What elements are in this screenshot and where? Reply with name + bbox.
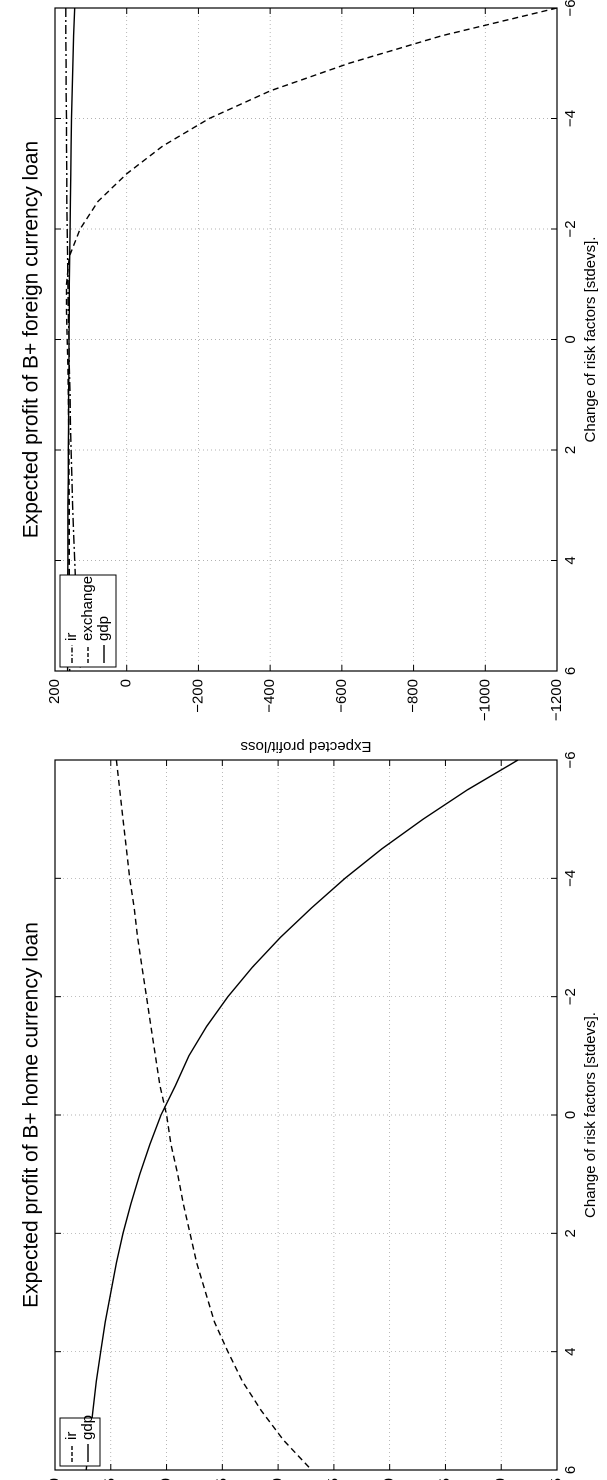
x-axis-label: Change of risk factors [stdevs]. xyxy=(582,237,599,443)
legend-label-exchange: exchange xyxy=(79,576,96,641)
y-tick-label: 145 xyxy=(325,1478,342,1480)
x-tick-label: −4 xyxy=(562,870,579,887)
x-tick-label: 2 xyxy=(562,446,579,454)
x-tick-label: 0 xyxy=(562,1111,579,1119)
y-tick-label: 140 xyxy=(381,1478,398,1480)
y-tick-label: 150 xyxy=(269,1478,286,1480)
x-tick-label: 4 xyxy=(562,556,579,564)
series-line-ir xyxy=(115,759,313,1471)
chart-title: Expected profit of B+ foreign currency l… xyxy=(20,141,43,538)
legend-box xyxy=(59,574,117,668)
x-tick-label: 0 xyxy=(562,335,579,343)
x-tick-label: −6 xyxy=(562,0,579,17)
y-tick-label: 160 xyxy=(158,1478,175,1480)
x-tick-label: −2 xyxy=(562,220,579,237)
chart-foreign: −6 −4 −2 0 2 4 6 −1200 −1000 −800 −600 −400 −200 0 200… xyxy=(20,0,599,755)
y-tick-label: −200 xyxy=(189,679,206,713)
x-tick-label: 2 xyxy=(562,1229,579,1237)
series-line-exchange xyxy=(65,7,558,671)
series-line-ir xyxy=(65,8,82,672)
legend-label-ir: ir xyxy=(63,1432,80,1440)
x-tick-label: 6 xyxy=(562,1466,579,1474)
x-tick-label: −6 xyxy=(562,751,579,768)
plot-frame xyxy=(54,759,558,1471)
y-tick-label: 135 xyxy=(436,1478,453,1480)
series-line-gdp xyxy=(85,759,519,1471)
legend-label-gdp: gdp xyxy=(95,616,112,641)
y-tick-label: −800 xyxy=(405,679,422,713)
y-tick-label: −600 xyxy=(333,679,350,713)
y-tick-label: 0 xyxy=(118,679,135,687)
y-tick-label: −400 xyxy=(261,679,278,713)
y-tick-label: 155 xyxy=(213,1478,230,1480)
y-tick-label: 125 xyxy=(548,1478,565,1480)
x-tick-label: −4 xyxy=(562,110,579,127)
y-axis-label: Expected profit/loss xyxy=(241,738,372,755)
legend-label-ir: ir xyxy=(63,633,80,641)
chart-title: Expected profit of B+ home currency loan xyxy=(20,922,43,1308)
x-tick-label: 6 xyxy=(562,667,579,675)
legend-label-gdp: gdp xyxy=(79,1415,96,1440)
x-tick-label: −2 xyxy=(562,988,579,1005)
y-tick-label: 130 xyxy=(492,1478,509,1480)
y-tick-label: −1000 xyxy=(476,679,493,721)
plot-frame xyxy=(54,7,558,672)
y-tick-label: 200 xyxy=(46,679,63,704)
legend-box xyxy=(59,1417,101,1467)
x-axis-label: Change of risk factors [stdevs]. xyxy=(582,1012,599,1218)
y-tick-label: 170 xyxy=(46,1478,63,1480)
y-tick-label: −1200 xyxy=(548,679,565,721)
x-tick-label: 4 xyxy=(562,1347,579,1355)
y-tick-label: 165 xyxy=(102,1478,119,1480)
chart-home: −6 −4 −2 0 2 4 6 125 130 135 140 145 150 155 160 165 170… xyxy=(20,751,599,1480)
